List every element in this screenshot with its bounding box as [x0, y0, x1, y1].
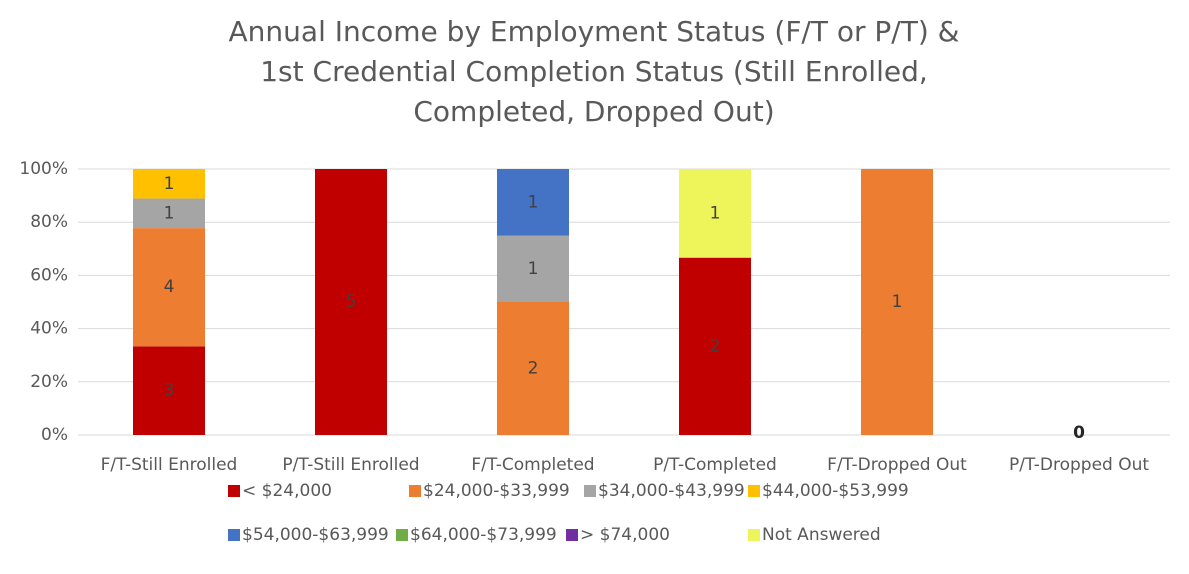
bar-segment	[133, 346, 205, 435]
y-tick-label: 0%	[41, 425, 68, 445]
y-tick-label: 20%	[30, 372, 68, 392]
bar-segment	[133, 198, 205, 229]
bar-segment	[133, 228, 205, 347]
legend-label: $54,000-$63,999	[242, 525, 389, 545]
data-label: 1	[528, 192, 539, 212]
legend-swatch	[748, 529, 760, 541]
data-label: 1	[164, 203, 175, 223]
bar-segment	[315, 169, 387, 435]
data-label: 3	[164, 381, 175, 401]
y-tick-label: 80%	[30, 212, 68, 232]
x-tick-label: F/T-Completed	[471, 455, 594, 475]
legend-label: < $24,000	[242, 481, 332, 501]
y-tick-label: 60%	[30, 265, 68, 285]
bar-segment	[497, 235, 569, 302]
legend-label: > $74,000	[580, 525, 670, 545]
x-tick-label: P/T-Dropped Out	[1009, 455, 1149, 475]
legend-label: $44,000-$53,999	[762, 481, 909, 501]
y-tick-label: 40%	[30, 319, 68, 339]
data-label: 5	[346, 292, 357, 312]
legend-swatch	[748, 485, 760, 497]
y-tick-label: 100%	[19, 159, 68, 179]
x-tick-label: F/T-Still Enrolled	[101, 455, 238, 475]
bar-segment	[497, 302, 569, 435]
chart-title: Annual Income by Employment Status (F/T …	[228, 15, 960, 128]
legend-swatch	[228, 485, 240, 497]
data-label: 1	[528, 259, 539, 279]
x-tick-label: F/T-Dropped Out	[827, 455, 967, 475]
legend-swatch	[566, 529, 578, 541]
data-label: 0	[1073, 423, 1085, 443]
bar-segment	[861, 169, 933, 435]
data-label: 1	[710, 203, 721, 223]
legend-label: $24,000-$33,999	[423, 481, 570, 501]
legend-label: $34,000-$43,999	[598, 481, 745, 501]
bar-segment	[133, 169, 205, 199]
data-label: 2	[710, 336, 721, 356]
data-label: 1	[164, 174, 175, 194]
bar-segment	[679, 169, 751, 258]
x-tick-label: P/T-Completed	[653, 455, 777, 475]
bar-segment	[497, 169, 569, 236]
data-label: 2	[528, 359, 539, 379]
data-label: 1	[892, 292, 903, 312]
x-tick-label: P/T-Still Enrolled	[282, 455, 419, 475]
legend-label: $64,000-$73,999	[410, 525, 557, 545]
legend-swatch	[584, 485, 596, 497]
legend-swatch	[228, 529, 240, 541]
legend-swatch	[396, 529, 408, 541]
legend-label: Not Answered	[762, 525, 881, 545]
bar-segment	[679, 257, 751, 435]
legend-swatch	[409, 485, 421, 497]
data-label: 4	[164, 277, 175, 297]
